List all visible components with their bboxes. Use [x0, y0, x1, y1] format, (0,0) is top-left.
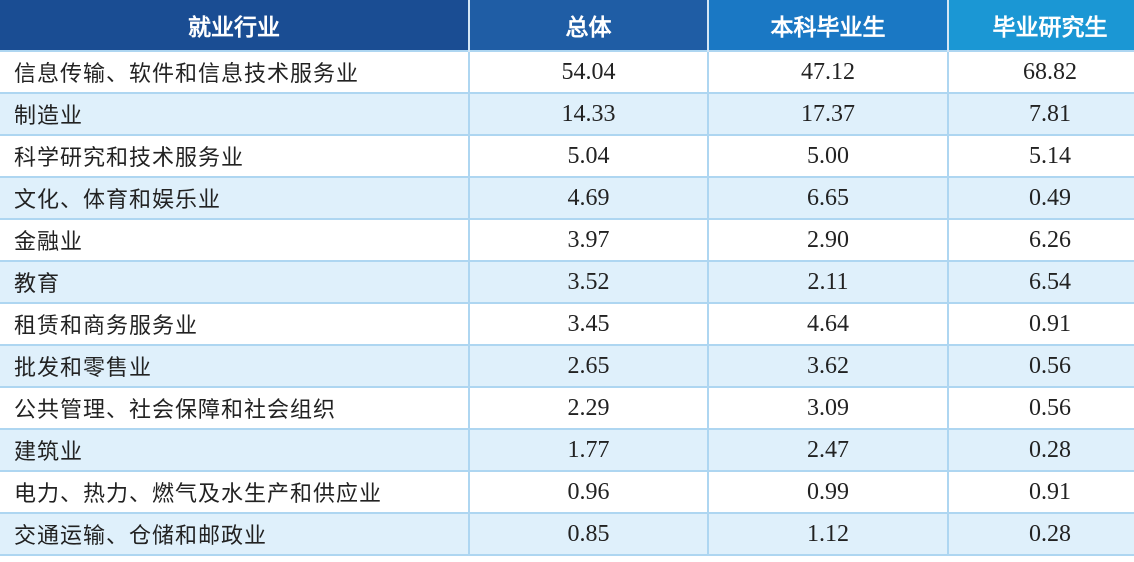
- cell-graduate: 0.28: [948, 429, 1134, 472]
- cell-graduate: 0.56: [948, 387, 1134, 430]
- header-overall: 总体: [469, 0, 709, 51]
- cell-undergrad: 3.62: [708, 345, 949, 388]
- cell-graduate: 0.28: [948, 513, 1134, 556]
- cell-overall: 5.04: [469, 135, 709, 178]
- header-graduate: 毕业研究生: [948, 0, 1134, 51]
- cell-industry: 制造业: [0, 93, 470, 136]
- table-row: 信息传输、软件和信息技术服务业 54.04 47.12 68.82: [0, 50, 1134, 94]
- cell-industry: 电力、热力、燃气及水生产和供应业: [0, 471, 470, 514]
- cell-industry: 科学研究和技术服务业: [0, 135, 470, 178]
- cell-industry: 金融业: [0, 219, 470, 262]
- cell-graduate: 68.82: [948, 50, 1134, 94]
- cell-graduate: 6.26: [948, 219, 1134, 262]
- table-row: 建筑业 1.77 2.47 0.28: [0, 429, 1134, 472]
- cell-graduate: 0.91: [948, 471, 1134, 514]
- cell-overall: 2.65: [469, 345, 709, 388]
- table-row: 公共管理、社会保障和社会组织 2.29 3.09 0.56: [0, 387, 1134, 430]
- table-row: 交通运输、仓储和邮政业 0.85 1.12 0.28: [0, 513, 1134, 556]
- cell-overall: 3.45: [469, 303, 709, 346]
- cell-undergrad: 2.90: [708, 219, 949, 262]
- cell-undergrad: 5.00: [708, 135, 949, 178]
- cell-overall: 4.69: [469, 177, 709, 220]
- header-undergrad: 本科毕业生: [708, 0, 949, 51]
- cell-graduate: 0.49: [948, 177, 1134, 220]
- table-row: 制造业 14.33 17.37 7.81: [0, 93, 1134, 136]
- cell-undergrad: 17.37: [708, 93, 949, 136]
- cell-undergrad: 2.47: [708, 429, 949, 472]
- cell-overall: 1.77: [469, 429, 709, 472]
- cell-graduate: 0.56: [948, 345, 1134, 388]
- cell-industry: 交通运输、仓储和邮政业: [0, 513, 470, 556]
- cell-overall: 14.33: [469, 93, 709, 136]
- cell-graduate: 6.54: [948, 261, 1134, 304]
- cell-industry: 文化、体育和娱乐业: [0, 177, 470, 220]
- cell-overall: 3.97: [469, 219, 709, 262]
- cell-industry: 教育: [0, 261, 470, 304]
- table-row: 电力、热力、燃气及水生产和供应业 0.96 0.99 0.91: [0, 471, 1134, 514]
- cell-undergrad: 6.65: [708, 177, 949, 220]
- cell-overall: 54.04: [469, 50, 709, 94]
- cell-overall: 3.52: [469, 261, 709, 304]
- cell-graduate: 7.81: [948, 93, 1134, 136]
- header-row: 就业行业 总体 本科毕业生 毕业研究生: [0, 0, 1134, 51]
- table-row: 批发和零售业 2.65 3.62 0.56: [0, 345, 1134, 388]
- cell-graduate: 0.91: [948, 303, 1134, 346]
- cell-overall: 2.29: [469, 387, 709, 430]
- cell-undergrad: 47.12: [708, 50, 949, 94]
- cell-industry: 批发和零售业: [0, 345, 470, 388]
- cell-graduate: 5.14: [948, 135, 1134, 178]
- cell-undergrad: 1.12: [708, 513, 949, 556]
- cell-undergrad: 3.09: [708, 387, 949, 430]
- cell-undergrad: 4.64: [708, 303, 949, 346]
- cell-industry: 公共管理、社会保障和社会组织: [0, 387, 470, 430]
- table-row: 金融业 3.97 2.90 6.26: [0, 219, 1134, 262]
- cell-industry: 租赁和商务服务业: [0, 303, 470, 346]
- table-row: 科学研究和技术服务业 5.04 5.00 5.14: [0, 135, 1134, 178]
- cell-overall: 0.96: [469, 471, 709, 514]
- table-header: 就业行业 总体 本科毕业生 毕业研究生: [0, 0, 1134, 51]
- cell-industry: 信息传输、软件和信息技术服务业: [0, 50, 470, 94]
- table-row: 租赁和商务服务业 3.45 4.64 0.91: [0, 303, 1134, 346]
- cell-industry: 建筑业: [0, 429, 470, 472]
- table-row: 文化、体育和娱乐业 4.69 6.65 0.49: [0, 177, 1134, 220]
- cell-undergrad: 0.99: [708, 471, 949, 514]
- table-body: 信息传输、软件和信息技术服务业 54.04 47.12 68.82 制造业 14.33 17…: [0, 50, 1134, 556]
- header-industry: 就业行业: [0, 0, 470, 51]
- cell-overall: 0.85: [469, 513, 709, 556]
- cell-undergrad: 2.11: [708, 261, 949, 304]
- table-row: 教育 3.52 2.11 6.54: [0, 261, 1134, 304]
